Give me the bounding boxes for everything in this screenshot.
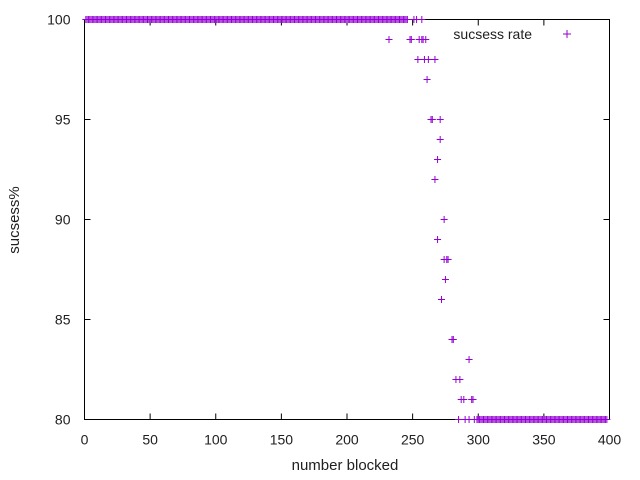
data-point	[455, 416, 463, 423]
data-point	[431, 176, 439, 183]
x-tick-label: 50	[142, 432, 158, 448]
data-point	[440, 216, 448, 223]
data-point	[436, 116, 444, 123]
x-tick-label: 350	[532, 432, 556, 448]
data-point	[422, 36, 430, 43]
legend-label-sucsess-rate: sucsess rate	[453, 26, 532, 42]
data-point	[424, 56, 432, 63]
y-axis-ticks: 80 85 90 95 100	[47, 12, 610, 428]
data-point	[444, 256, 452, 263]
data-point	[418, 16, 426, 23]
data-point	[449, 336, 457, 343]
data-point	[431, 56, 439, 63]
x-tick-label: 250	[401, 432, 425, 448]
legend: sucsess rate	[453, 26, 571, 42]
data-point	[414, 56, 422, 63]
data-point	[456, 376, 464, 383]
data-point	[438, 296, 445, 303]
data-point	[434, 156, 442, 163]
data-point	[434, 236, 442, 243]
x-axis-label: number blocked	[292, 457, 399, 474]
data-point	[423, 76, 431, 83]
data-point	[403, 16, 411, 23]
x-tick-label: 200	[335, 432, 359, 448]
data-point	[469, 396, 477, 403]
y-tick-label: 95	[55, 112, 71, 128]
y-axis-label: sucsess%	[6, 186, 23, 254]
data-point	[407, 36, 415, 43]
y-tick-label: 80	[55, 412, 71, 428]
data-point	[428, 116, 436, 123]
y-tick-label: 90	[55, 212, 71, 228]
x-tick-label: 300	[467, 432, 491, 448]
x-tick-label: 150	[270, 432, 294, 448]
data-point	[436, 136, 444, 143]
legend-marker-plus-icon	[563, 30, 571, 38]
data-point	[460, 396, 468, 403]
x-tick-label: 400	[598, 432, 622, 448]
data-point	[465, 356, 473, 363]
y-tick-label: 85	[55, 312, 71, 328]
x-tick-label: 0	[81, 432, 89, 448]
data-points	[82, 16, 611, 423]
data-point	[441, 276, 449, 283]
plot-frame	[84, 19, 610, 420]
data-point	[603, 416, 611, 423]
x-axis-ticks: 0 50 100 150 200 250 300 350 400	[81, 19, 622, 448]
data-point	[385, 36, 393, 43]
x-tick-label: 100	[204, 432, 228, 448]
y-tick-label: 100	[47, 12, 71, 28]
